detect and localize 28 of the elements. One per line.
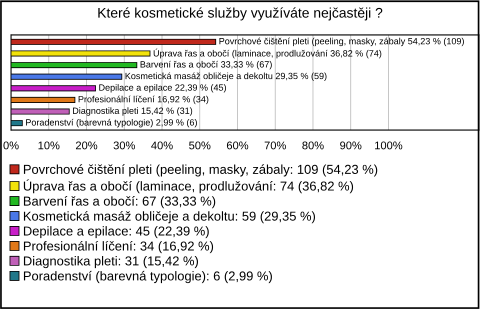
x-tick-label: 100%	[375, 141, 402, 150]
x-tick-label: 60%	[226, 141, 248, 150]
data-label: Barvení řas a obočí 33,33 % (67)	[140, 60, 272, 70]
x-tick-label: 80%	[302, 141, 324, 150]
x-tick-label: 50%	[189, 141, 210, 150]
x-tick-label: 30%	[114, 141, 135, 150]
legend-label: Povrchové čištění pleti (peeling, masky, zábaly: 109 (54,23 %)	[24, 164, 378, 176]
x-tick-label: 70%	[264, 141, 286, 150]
legend-label: Kosmetická masáž obličeje a dekoltu: 59 (29,35 %)	[24, 211, 316, 224]
x-tick-label: 0%	[3, 141, 19, 150]
legend-label: Barvení řas a obočí: 67 (33,33 %)	[24, 196, 216, 208]
data-label: Úprava řas a obočí (laminace, prodlužování 36,82 % (74)	[154, 48, 382, 58]
legend-label: Poradenství (barevná typologie): 6 (2,99 %)	[24, 270, 272, 284]
data-label: Poradenství (barevná typologie) 2,99 % (6)	[26, 118, 197, 128]
legend-label: Úprava řas a obočí (laminace, prodlužování: 74 (36,82 %)	[24, 179, 354, 194]
x-tick-label: 40%	[151, 141, 173, 150]
data-label: Profesionální líčení 16,92 % (34)	[78, 96, 208, 104]
legend-label: Depilace a epilace: 45 (22,39 %)	[24, 226, 209, 238]
x-tick-label: 10%	[38, 141, 60, 150]
legend-label: Diagnostika pleti: 31 (15,42 %)	[24, 256, 198, 268]
legend-label: Profesionální líčení: 34 (16,92 %)	[24, 240, 214, 254]
x-tick-label: 90%	[340, 141, 362, 150]
chart-title: Které kosmetické služby využíváte nejčastěji ?	[98, 7, 382, 20]
data-label: Depilace a epilace 22,39 % (45)	[99, 84, 226, 93]
data-label: Povrchové čištění pleti (peeling, masky, zábaly 54,23 % (109)	[219, 38, 464, 46]
x-tick-label: 20%	[76, 141, 98, 150]
data-label: Diagnostika pleti 15,42 % (31)	[73, 107, 192, 116]
data-label: Kosmetická masáž obličeje a dekoltu 29,35 % (59)	[126, 72, 326, 81]
